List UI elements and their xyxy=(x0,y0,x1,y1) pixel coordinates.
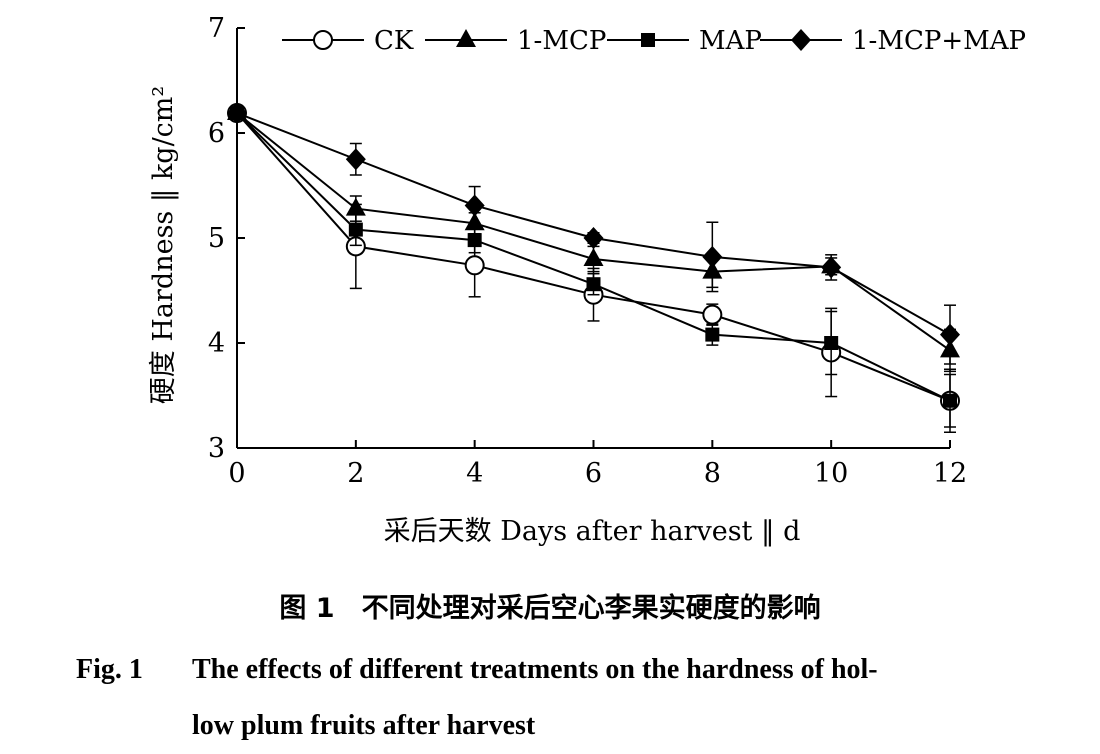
x-tick-label: 10 xyxy=(814,458,848,489)
legend-item: CK xyxy=(282,26,414,56)
data-point xyxy=(464,194,485,217)
data-point xyxy=(227,102,247,125)
x-tick-label: 8 xyxy=(704,458,721,489)
data-point xyxy=(583,248,604,266)
legend-label: CK xyxy=(374,26,414,56)
chart-legend: CK 1-MCP MAP 1-MCP+MAP xyxy=(282,26,1026,56)
data-point xyxy=(940,323,960,346)
legend-marker xyxy=(456,29,476,47)
legend-marker xyxy=(791,29,811,51)
series-1-mcp-map xyxy=(227,102,960,365)
y-axis-label: 硬度 Hardness ‖ kg/cm² xyxy=(148,86,179,404)
x-tick-label: 2 xyxy=(347,458,364,489)
chart-series xyxy=(227,102,960,433)
y-tick-label: 5 xyxy=(208,223,225,254)
data-point xyxy=(702,304,723,325)
hardness-line-chart: 0 2 4 6 8 10 12 3 4 5 6 7 CK 1-MCP MAP 1-MCP+MAP 采后天数 … xyxy=(148,13,1026,547)
x-axis-label: 采后天数 Days after harvest ‖ d xyxy=(384,516,801,547)
caption-line-1: The effects of different treatments on t… xyxy=(192,654,878,685)
legend-label: 1-MCP xyxy=(517,26,606,56)
y-tick-label: 7 xyxy=(208,13,225,44)
legend-marker xyxy=(313,30,333,50)
x-tick-label: 6 xyxy=(585,458,602,489)
data-point xyxy=(345,197,366,216)
figure-caption-english: Fig. 1 The effects of different treatment… xyxy=(76,642,1036,754)
legend-label: MAP xyxy=(699,26,762,56)
data-point xyxy=(705,327,720,342)
data-point xyxy=(348,222,363,237)
figure-label: Fig. 1 xyxy=(76,654,143,685)
y-tick-label: 6 xyxy=(208,118,225,149)
caption-line-2: low plum fruits after harvest xyxy=(192,710,536,741)
data-point xyxy=(821,256,842,279)
legend-label: 1-MCP+MAP xyxy=(852,26,1026,56)
legend-marker xyxy=(641,33,655,47)
data-point xyxy=(586,277,601,292)
y-tick-label: 3 xyxy=(208,433,225,464)
data-point xyxy=(467,233,482,248)
legend-item: 1-MCP+MAP xyxy=(760,26,1026,56)
data-point xyxy=(464,255,485,276)
x-tick-label: 0 xyxy=(228,458,245,489)
legend-item: MAP xyxy=(607,26,762,56)
data-point xyxy=(824,336,839,350)
chart-axes: 0 2 4 6 8 10 12 3 4 5 6 7 xyxy=(208,13,967,489)
x-tick-label: 12 xyxy=(933,458,967,489)
x-tick-label: 4 xyxy=(466,458,483,489)
data-point xyxy=(702,245,723,268)
legend-item: 1-MCP xyxy=(425,26,606,56)
data-point xyxy=(345,148,366,171)
data-point xyxy=(583,227,604,249)
figure-caption-chinese: 图 1 不同处理对采后空心李果实硬度的影响 xyxy=(279,593,821,624)
data-point xyxy=(943,393,957,408)
y-tick-label: 4 xyxy=(208,328,225,359)
